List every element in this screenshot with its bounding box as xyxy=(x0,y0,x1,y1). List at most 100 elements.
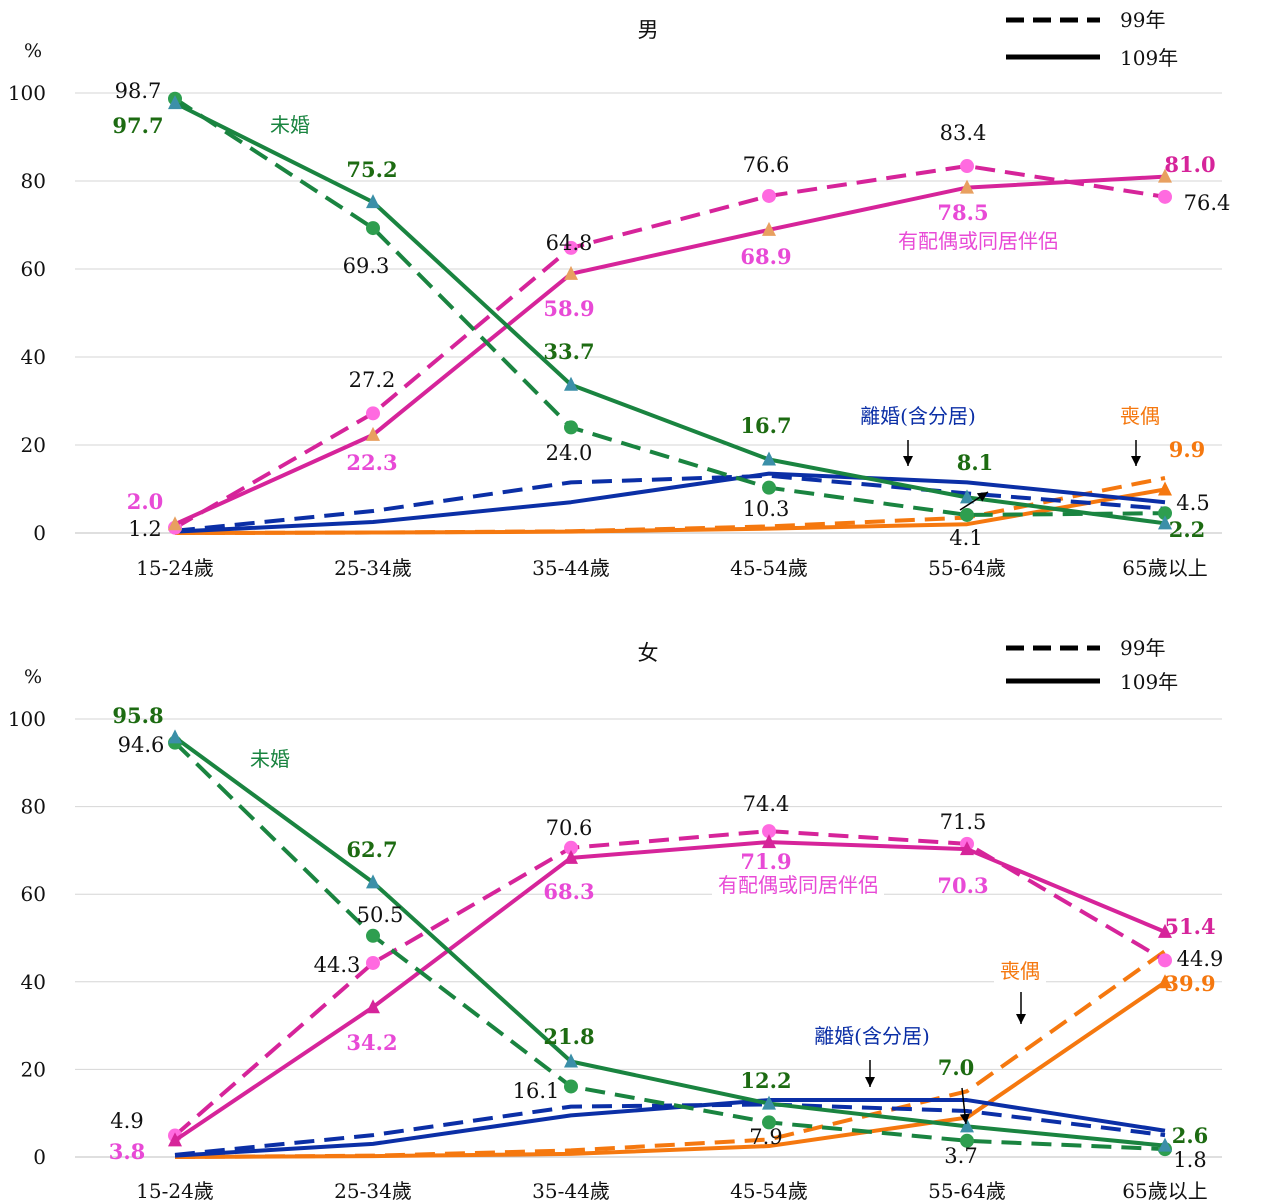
series-annotation: 有配偶或同居伴侶 xyxy=(898,229,1058,253)
pointer-arrowhead xyxy=(865,1077,875,1087)
data-label: 64.8 xyxy=(546,231,593,255)
data-label: 70.3 xyxy=(937,873,988,898)
series-annotation: 離婚(含分居) xyxy=(860,404,976,428)
data-point-married-99 xyxy=(366,406,380,421)
x-tick-label: 65歲以上 xyxy=(1122,556,1207,580)
data-label: 95.8 xyxy=(112,703,163,728)
data-label: 71.5 xyxy=(940,810,987,834)
data-point-single-99 xyxy=(366,221,380,236)
y-axis-unit: % xyxy=(24,40,42,62)
legend-label-99: 99年 xyxy=(1120,8,1165,32)
data-label: 2.0 xyxy=(127,489,164,514)
data-point-married-99 xyxy=(960,159,974,174)
data-point-single-109 xyxy=(762,1095,776,1110)
data-point-single-99 xyxy=(960,507,974,522)
data-label: 33.7 xyxy=(543,339,594,364)
data-point-married-109 xyxy=(564,265,578,280)
data-point-widowed-109 xyxy=(1158,481,1172,496)
data-point-single-109 xyxy=(1158,515,1172,530)
x-tick-label: 15-24歲 xyxy=(136,1179,214,1203)
pointer-arrowhead xyxy=(903,456,913,466)
data-label: 71.9 xyxy=(740,849,791,874)
label-background xyxy=(994,957,1046,985)
y-axis-unit: % xyxy=(24,666,42,688)
y-tick-label: 80 xyxy=(21,169,46,193)
data-point-married-109 xyxy=(960,179,974,194)
series-annotation: 離婚(含分居) xyxy=(814,1024,930,1048)
y-tick-label: 100 xyxy=(8,707,46,731)
data-label: 2.6 xyxy=(1172,1123,1209,1148)
data-label: 1.8 xyxy=(1173,1148,1206,1172)
series-line-married-99 xyxy=(173,164,1166,530)
data-point-single-109 xyxy=(366,874,380,889)
y-tick-label: 100 xyxy=(8,81,46,105)
data-point-single-109 xyxy=(366,194,380,209)
chart-title: 男 xyxy=(638,18,659,42)
data-label: 16.7 xyxy=(740,413,791,438)
data-point-married-109 xyxy=(168,516,182,531)
data-label: 97.7 xyxy=(112,113,163,138)
data-label: 76.6 xyxy=(743,153,790,177)
series-line-widowed-109 xyxy=(174,487,1166,535)
y-tick-label: 0 xyxy=(33,1145,46,1169)
x-tick-label: 25-34歲 xyxy=(334,556,412,580)
data-point-single-99 xyxy=(960,1133,974,1148)
data-label: 7.9 xyxy=(749,1125,782,1149)
label-background xyxy=(892,227,1064,255)
data-label: 16.1 xyxy=(513,1079,560,1103)
data-label: 1.2 xyxy=(128,517,161,541)
label-background xyxy=(712,871,884,899)
data-point-single-109 xyxy=(762,451,776,466)
legend-label-99: 99年 xyxy=(1120,636,1165,660)
data-point-single-99 xyxy=(762,1115,776,1130)
data-label: 24.0 xyxy=(546,441,593,465)
data-point-married-109 xyxy=(1158,168,1172,183)
data-label: 12.2 xyxy=(740,1068,791,1093)
data-label: 74.4 xyxy=(743,792,790,816)
y-tick-label: 0 xyxy=(33,521,46,545)
data-label: 94.6 xyxy=(118,733,165,757)
data-label: 50.5 xyxy=(357,903,404,927)
legend-label-109: 109年 xyxy=(1120,46,1178,70)
data-label: 69.3 xyxy=(343,254,390,278)
data-point-single-99 xyxy=(366,928,380,943)
x-tick-label: 55-64歲 xyxy=(928,1179,1006,1203)
data-point-single-109 xyxy=(168,729,182,744)
data-label: 62.7 xyxy=(346,837,397,862)
data-point-married-109 xyxy=(960,841,974,856)
data-point-married-109 xyxy=(366,426,380,441)
data-label: 9.9 xyxy=(1169,437,1206,462)
series-line-divorced-109 xyxy=(174,471,1166,534)
data-point-married-99 xyxy=(762,824,776,839)
data-label: 58.9 xyxy=(543,296,594,321)
data-label: 39.9 xyxy=(1164,971,1215,996)
y-tick-label: 60 xyxy=(21,257,46,281)
label-background xyxy=(808,1022,936,1050)
pointer-arrowhead xyxy=(1131,456,1141,466)
label-background xyxy=(264,111,316,139)
label-background xyxy=(244,745,296,773)
series-line-divorced-109 xyxy=(174,1098,1166,1158)
x-tick-label: 25-34歲 xyxy=(334,1179,412,1203)
data-label: 51.4 xyxy=(1164,914,1215,939)
y-tick-label: 40 xyxy=(21,345,46,369)
data-label: 68.9 xyxy=(740,244,791,269)
x-tick-label: 45-54歲 xyxy=(730,1179,808,1203)
chart-panel-male: 0 20 40 60 80 100% 男 99年 109年 15-24歲 25-34歲 35-44歲 4… xyxy=(8,8,1231,580)
pointer-arrowhead xyxy=(1016,1014,1026,1024)
data-label: 34.2 xyxy=(346,1030,397,1055)
data-label: 4.1 xyxy=(949,526,982,550)
data-label: 76.4 xyxy=(1184,191,1231,215)
data-label: 4.9 xyxy=(110,1109,143,1133)
x-tick-label: 35-44歲 xyxy=(532,1179,610,1203)
series-annotation: 喪偶 xyxy=(1000,959,1040,983)
chart-panel-female: 0 20 40 60 80 100% 女 99年 109年 15-24歲 25-34歲 35-44歲 4… xyxy=(8,636,1224,1203)
data-label: 44.3 xyxy=(314,953,361,977)
data-point-married-99 xyxy=(1158,189,1172,204)
data-label: 75.2 xyxy=(346,157,397,182)
chart-title: 女 xyxy=(638,641,659,665)
data-label: 22.3 xyxy=(346,450,397,475)
series-line-married-109 xyxy=(173,840,1166,1143)
series-annotation: 喪偶 xyxy=(1120,404,1160,428)
data-point-married-109 xyxy=(168,1132,182,1147)
